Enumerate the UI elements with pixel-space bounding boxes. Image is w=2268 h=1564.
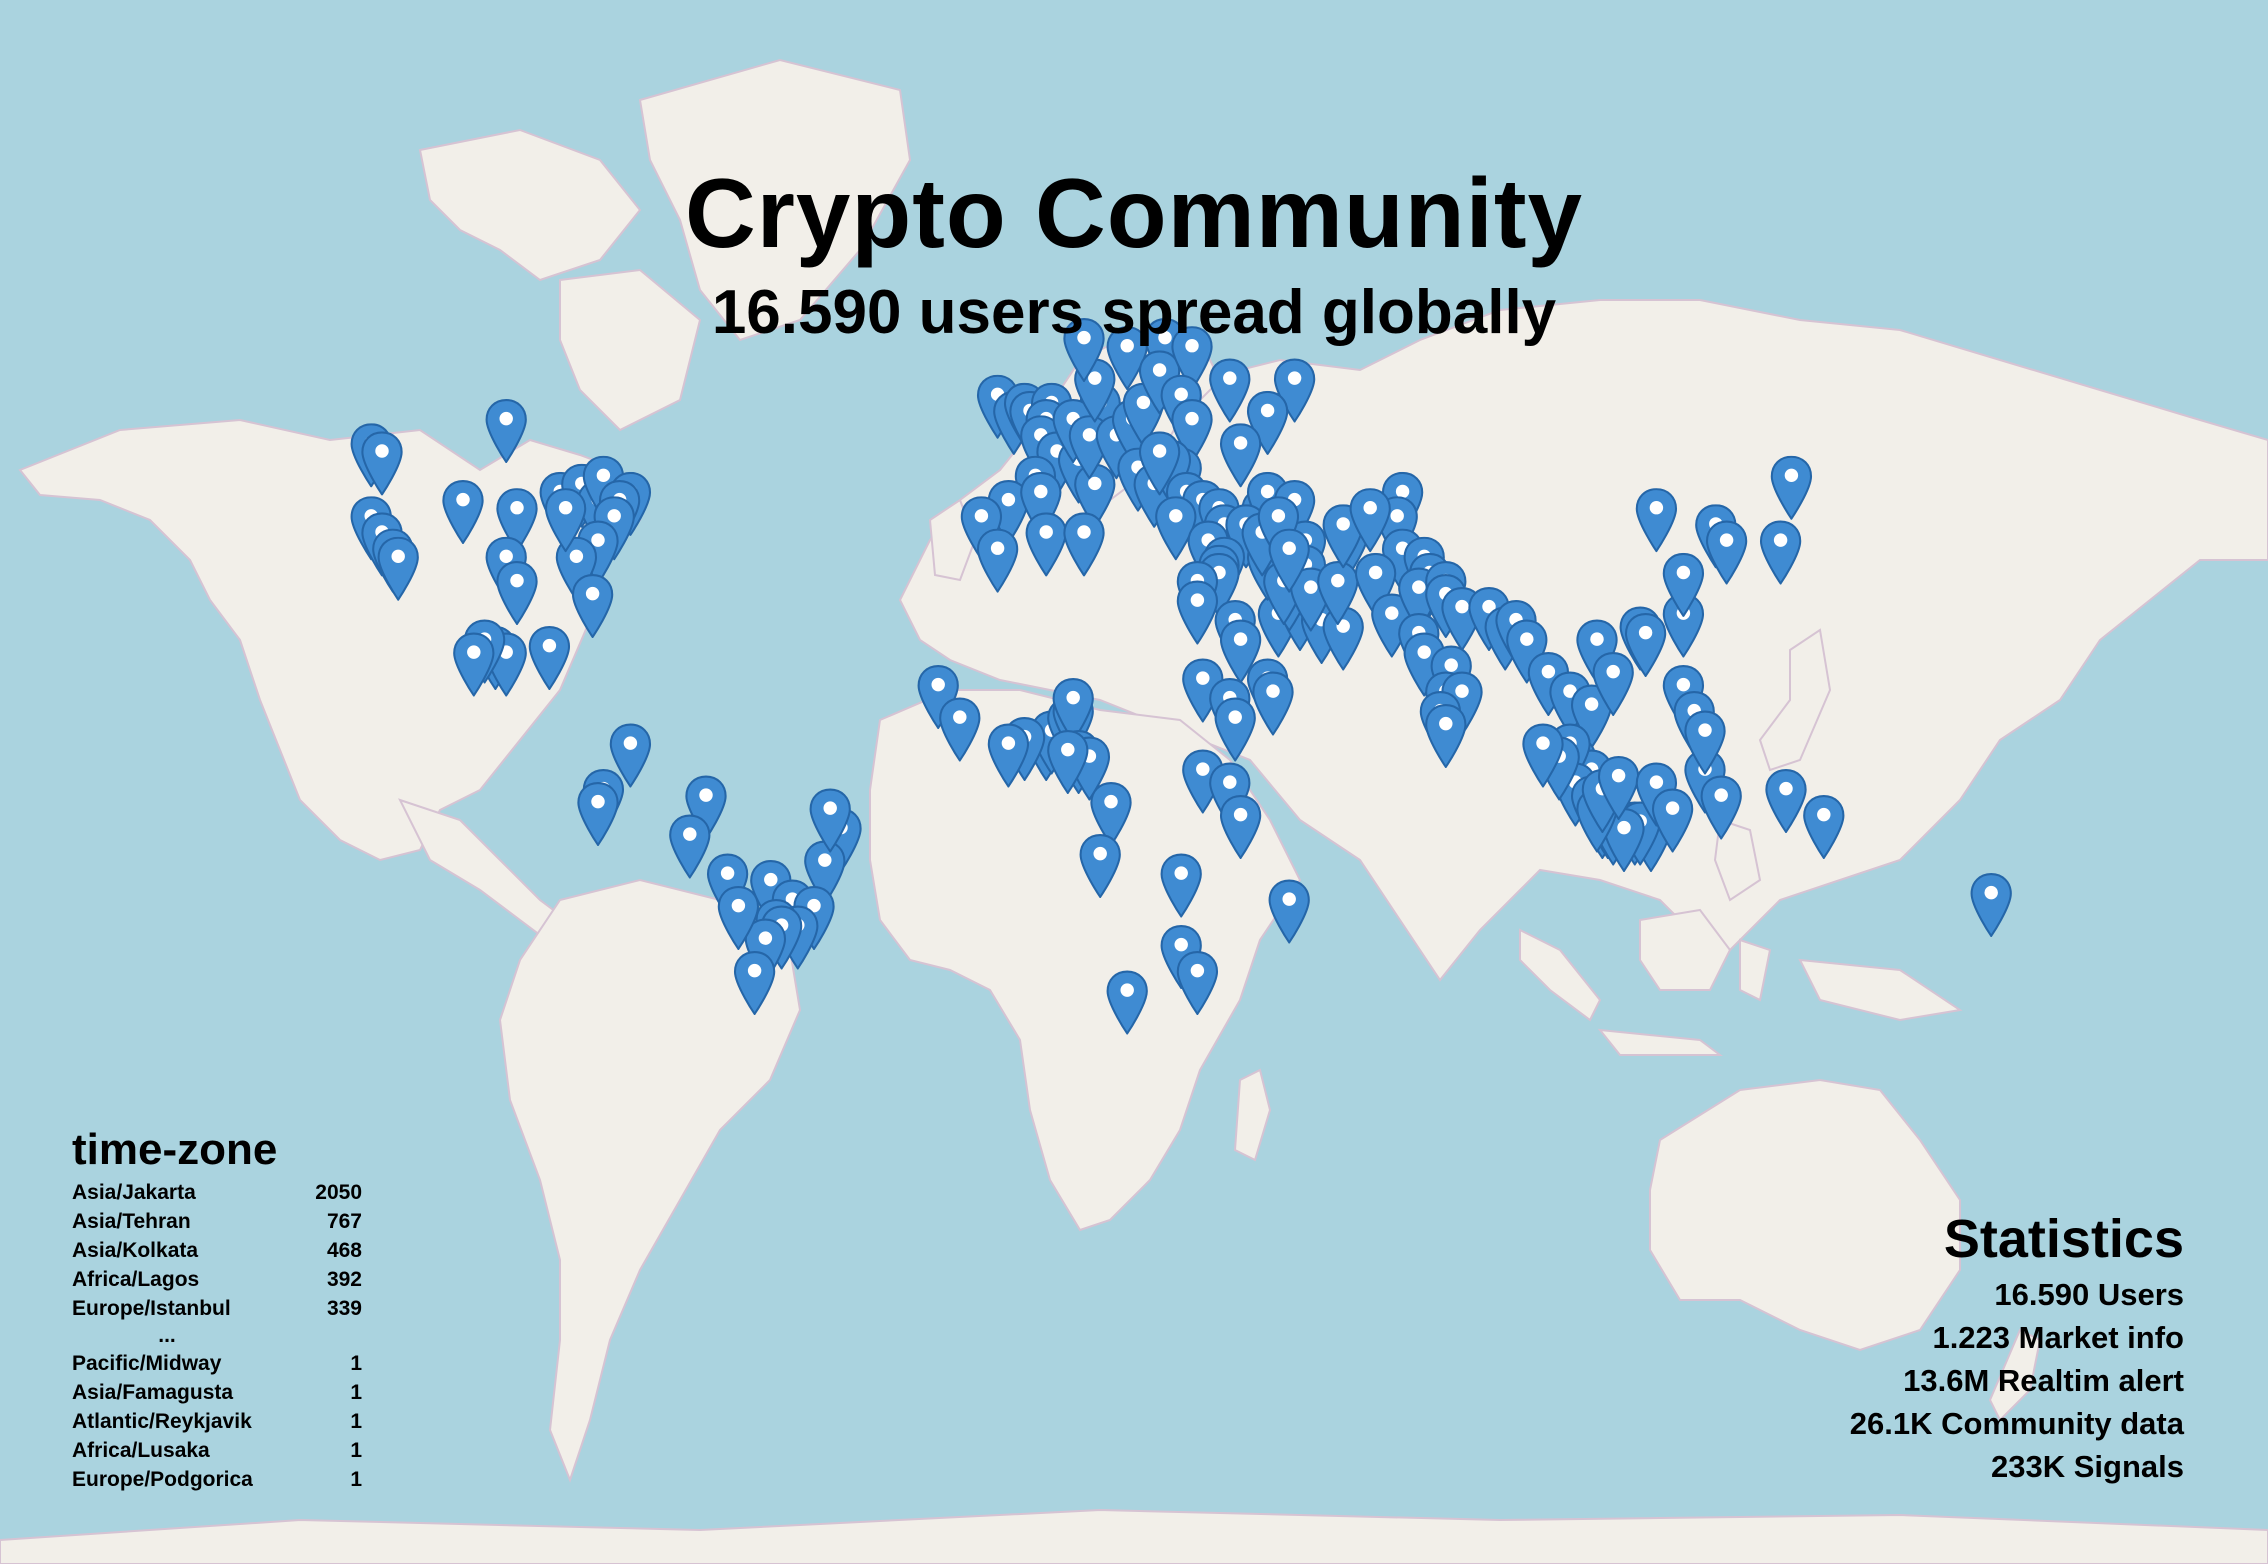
land-sulawesi: [1739, 938, 1772, 1002]
timezone-row: Africa/Lusaka 1: [72, 1436, 432, 1465]
timezone-count: 468: [326, 1239, 362, 1262]
timezone-count: 2050: [315, 1181, 362, 1204]
statistic-item: 26.1K Community data: [1849, 1406, 2184, 1442]
timezone-count: 392: [326, 1268, 362, 1291]
timezone-count: 1: [350, 1352, 362, 1375]
land-greenland: [638, 58, 912, 342]
land-antarctica: [0, 1508, 2268, 1564]
land-baffin: [559, 268, 702, 432]
statistic-item: 1.223 Market info: [1932, 1320, 2184, 1356]
timezone-count: 1: [350, 1468, 362, 1491]
timezone-heading: time-zone: [72, 1125, 278, 1174]
statistics-heading: Statistics: [1943, 1209, 2184, 1269]
land-africa: [869, 689, 1302, 1232]
timezone-count: 339: [326, 1297, 362, 1320]
timezone-name: Asia/Famagusta: [72, 1381, 234, 1404]
timezone-name: Asia/Tehran: [72, 1210, 191, 1233]
map-title: Crypto Community: [685, 158, 1583, 268]
land-borneo: [1639, 908, 1732, 991]
land-madagascar: [1233, 1068, 1272, 1162]
statistic-item: 233K Signals: [1991, 1449, 2184, 1485]
land-japan: [1758, 628, 1832, 772]
timezone-name: Asia/Kolkata: [72, 1239, 199, 1262]
timezone-name: Africa/Lagos: [72, 1268, 200, 1291]
land-new-guinea: [1798, 958, 1963, 1022]
land-sumatra: [1519, 928, 1602, 1022]
timezone-count: 1: [350, 1381, 362, 1404]
timezone-name: Atlantic/Reykjavik: [72, 1410, 252, 1433]
land-new-zealand: [1988, 1328, 2042, 1422]
timezone-row: Asia/Kolkata 468: [72, 1236, 432, 1265]
timezone-name: Europe/Podgorica: [72, 1468, 253, 1491]
map-subtitle: 16.590 users spread globally: [711, 277, 1557, 347]
timezone-count: 767: [326, 1210, 362, 1233]
timezone-row: Europe/Istanbul 339: [72, 1294, 432, 1323]
timezone-name: Africa/Lusaka: [72, 1439, 210, 1462]
land-australia: [1649, 1078, 1961, 1352]
land-philippines: [1713, 818, 1762, 902]
timezone-row: Europe/Podgorica 1: [72, 1465, 432, 1494]
timezone-row: Atlantic/Reykjavik 1: [72, 1407, 432, 1436]
timezone-row: Africa/Lagos 392: [72, 1265, 432, 1294]
timezone-name: Asia/Jakarta: [72, 1181, 196, 1204]
land-arctic-islands: [418, 128, 642, 282]
timezone-panel: time-zone Asia/Jakarta 2050 Asia/Tehran 76…: [72, 1128, 432, 1494]
land-java: [1597, 1028, 1723, 1056]
timezone-row: Asia/Tehran 767: [72, 1207, 432, 1236]
timezone-name: Pacific/Midway: [72, 1352, 222, 1375]
statistics-panel: Statistics 16.590 Users 1.223 Market inf…: [1849, 1209, 2184, 1488]
timezone-row: Asia/Jakarta 2050: [72, 1178, 432, 1207]
statistic-item: 16.590 Users: [1994, 1277, 2184, 1313]
timezone-count: 1: [350, 1410, 362, 1433]
timezone-name: Europe/Istanbul: [72, 1297, 231, 1320]
timezone-ellipsis: ...: [158, 1324, 176, 1347]
timezone-row: Asia/Famagusta 1: [72, 1378, 432, 1407]
timezone-row: Pacific/Midway 1: [72, 1349, 432, 1378]
statistic-item: 13.6M Realtim alert: [1903, 1363, 2184, 1399]
land-north-america: [18, 418, 642, 862]
timezone-count: 1: [350, 1439, 362, 1462]
title-block: Crypto Community 16.590 users spread glo…: [0, 158, 2268, 350]
